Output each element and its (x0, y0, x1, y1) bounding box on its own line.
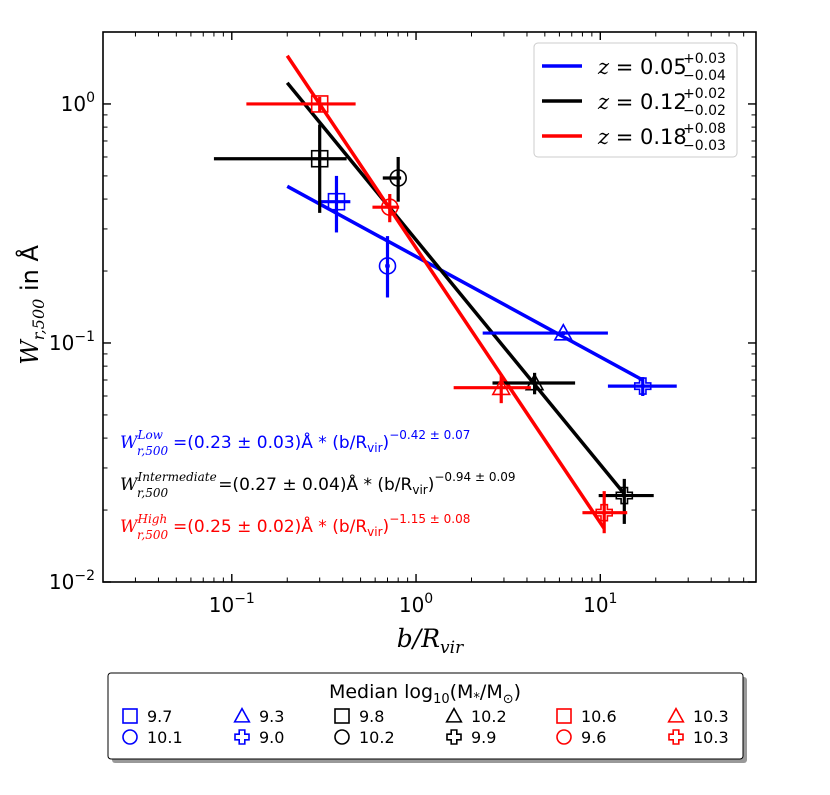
mass-legend-marker-cross (446, 729, 462, 745)
mass-legend-label: 9.9 (471, 728, 496, 747)
data-point-low-cross (607, 377, 677, 397)
legend-label: z = 0.05 (597, 55, 687, 79)
series-legend: z = 0.05+0.03−0.04z = 0.12+0.02−0.02z = … (533, 42, 738, 158)
marker-square (310, 95, 329, 113)
data-point-high-triangle (453, 374, 531, 404)
legend-entry-low: z = 0.05+0.03−0.04 (542, 51, 726, 84)
mass-legend-title: Median log10(M*/M⊙) (329, 681, 521, 707)
marker-circle (378, 257, 397, 275)
mass-legend-marker-triangle (445, 707, 463, 723)
mass-legend-entry: 9.0 (234, 728, 284, 747)
mass-legend-marker-cross (668, 729, 684, 745)
legend-upper-error: +0.08 (683, 121, 726, 137)
marker-triangle (524, 372, 545, 391)
marker-cross (633, 377, 652, 395)
mass-legend-label: 9.3 (259, 707, 284, 726)
mass-legend-label: 10.6 (581, 707, 617, 726)
mass-legend-entry: 10.3 (668, 728, 729, 747)
mass-legend-label: 10.2 (471, 707, 507, 726)
data-point-low-circle (378, 236, 397, 298)
fit-equations: WLow r,500 =(0.23 ± 0.03)Å * (b/Rvir)−0.42… (120, 428, 516, 542)
mass-legend-marker-square (334, 708, 350, 724)
mass-legend-marker-square (556, 708, 572, 724)
legend-label: z = 0.18 (597, 125, 687, 149)
mass-legend-entry: 10.1 (122, 728, 183, 747)
mass-legend-label: 10.3 (693, 707, 729, 726)
mass-legend-label: 9.0 (259, 728, 284, 747)
legend-upper-error: +0.02 (683, 86, 726, 102)
mass-legend-entry: 10.6 (556, 707, 617, 726)
mass-legend-entry: 9.8 (334, 707, 384, 726)
mass-legend-entry: 9.6 (556, 728, 606, 747)
mass-legend-label: 9.6 (581, 728, 606, 747)
mass-legend-entry: 10.3 (667, 707, 729, 726)
fit-equation-0: WLow r,500 =(0.23 ± 0.03)Å * (b/Rvir)−0.42… (120, 428, 470, 458)
legend-lower-error: −0.03 (683, 138, 726, 154)
mass-legend-marker-circle (334, 729, 350, 745)
legend-label: z = 0.12 (597, 90, 687, 114)
marker-cross (595, 503, 613, 522)
legend-entry-high: z = 0.18+0.08−0.03 (542, 121, 726, 154)
fit-equation-1: WIntermediate r,500 =(0.27 ± 0.04)Å * (b/R… (120, 470, 516, 500)
mass-legend-marker-cross (234, 729, 250, 745)
x-tick-label: 10−1 (209, 591, 255, 617)
mass-legend-marker-square (122, 708, 138, 724)
mass-legend-entry: 10.2 (334, 728, 395, 747)
mass-legend-entry: 9.3 (233, 707, 284, 726)
mass-legend-label: 10.2 (359, 728, 395, 747)
mass-legend-marker-triangle (233, 707, 251, 723)
data-point-high-cross (582, 491, 628, 534)
mass-legend-marker-circle (556, 729, 572, 745)
fit-line-intermediate (285, 81, 626, 495)
data-point-high-square (246, 95, 356, 113)
series-legend-box (533, 42, 738, 158)
fit-line-low (286, 184, 644, 382)
x-tick-label: 101 (583, 591, 617, 617)
data-point-intermediate-triangle (492, 372, 576, 395)
marker-circle (389, 169, 407, 187)
legend-lower-error: −0.04 (683, 68, 726, 84)
marker-square (327, 192, 346, 211)
tick-labels: 10−1 100 101 10−2 10−1 100 (49, 90, 618, 617)
mass-legend-label: 10.1 (147, 728, 183, 747)
mass-legend-label: 9.8 (359, 707, 384, 726)
marker-triangle (491, 377, 511, 396)
mass-legend-entry: 9.9 (446, 728, 496, 747)
legend-entry-intermediate: z = 0.12+0.02−0.02 (542, 86, 726, 119)
x-tick-label: 100 (399, 591, 433, 617)
data-point-intermediate-square (213, 124, 347, 213)
y-axis-label: Wr,500 in Å (15, 245, 48, 365)
marker-square (310, 149, 329, 168)
mass-legend-entry: 9.7 (122, 707, 172, 726)
fit-lines (285, 54, 644, 530)
legend-lower-error: −0.02 (683, 103, 726, 119)
marker-cross (615, 486, 634, 505)
data-point-low-triangle (482, 323, 608, 341)
mass-legend-label: 9.7 (147, 707, 172, 726)
plot-frame (102, 31, 757, 583)
legend-upper-error: +0.03 (683, 51, 726, 67)
marker-triangle (553, 323, 574, 341)
mass-legend-label: 10.3 (693, 728, 729, 747)
y-tick-label: 10−2 (49, 568, 95, 594)
data-point-intermediate-cross (598, 478, 654, 524)
x-axis-label: b/Rvir (397, 624, 464, 658)
data-point-low-square (319, 175, 351, 233)
mass-legend-entry: 10.2 (445, 707, 507, 726)
mass-legend-marker-circle (122, 729, 138, 745)
mass-legend: Median log10(M*/M⊙) 9.7 9.3 9.8 10.2 10.6 10.… (107, 672, 747, 763)
y-tick-label: 100 (61, 90, 95, 116)
mass-legend-marker-triangle (667, 707, 685, 723)
data-point-intermediate-circle (382, 156, 407, 202)
marker-circle (380, 198, 399, 216)
data-points (213, 95, 677, 534)
data-point-high-circle (372, 194, 400, 223)
fit-equation-2: WHigh r,500 =(0.25 ± 0.02)Å * (b/Rvir)−1.1… (120, 512, 470, 542)
y-tick-label: 10−1 (49, 329, 95, 355)
fit-line-high (285, 54, 606, 530)
mass-legend-box (107, 672, 744, 760)
